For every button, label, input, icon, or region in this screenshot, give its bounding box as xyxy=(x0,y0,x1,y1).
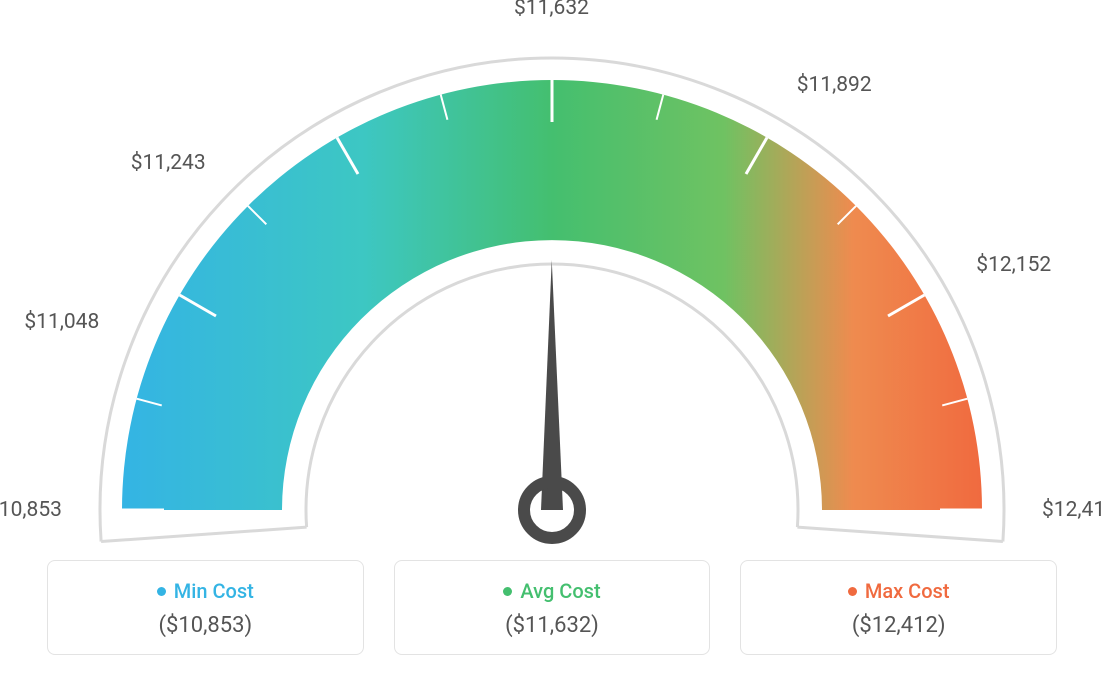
dot-min xyxy=(157,587,166,596)
dot-max xyxy=(848,587,857,596)
gauge-label: $10,853 xyxy=(0,498,62,522)
value-avg: ($11,632) xyxy=(419,613,686,638)
gauge-label: $11,048 xyxy=(24,310,99,334)
gauge-label: $11,632 xyxy=(514,0,589,20)
card-avg-cost: Avg Cost ($11,632) xyxy=(394,560,711,655)
card-min-cost: Min Cost ($10,853) xyxy=(47,560,364,655)
label-avg: Avg Cost xyxy=(520,579,600,603)
summary-cards: Min Cost ($10,853) Avg Cost ($11,632) Ma… xyxy=(47,560,1057,655)
label-max: Max Cost xyxy=(865,579,950,603)
gauge-label: $11,892 xyxy=(797,73,872,97)
cost-gauge-widget: $10,853 $11,048 $11,243 $11,632 $11,892 $12,1… xyxy=(0,0,1104,690)
gauge-label: $11,243 xyxy=(131,151,206,175)
dot-avg xyxy=(503,587,512,596)
gauge-label: $12,412 xyxy=(1042,498,1104,522)
gauge-chart: $10,853 $11,048 $11,243 $11,632 $11,892 $12,1… xyxy=(0,0,1104,540)
value-min: ($10,853) xyxy=(72,613,339,638)
value-max: ($12,412) xyxy=(765,613,1032,638)
card-max-cost: Max Cost ($12,412) xyxy=(740,560,1057,655)
gauge-label: $12,152 xyxy=(976,253,1051,277)
gauge-svg xyxy=(0,0,1104,560)
label-min: Min Cost xyxy=(174,579,254,603)
